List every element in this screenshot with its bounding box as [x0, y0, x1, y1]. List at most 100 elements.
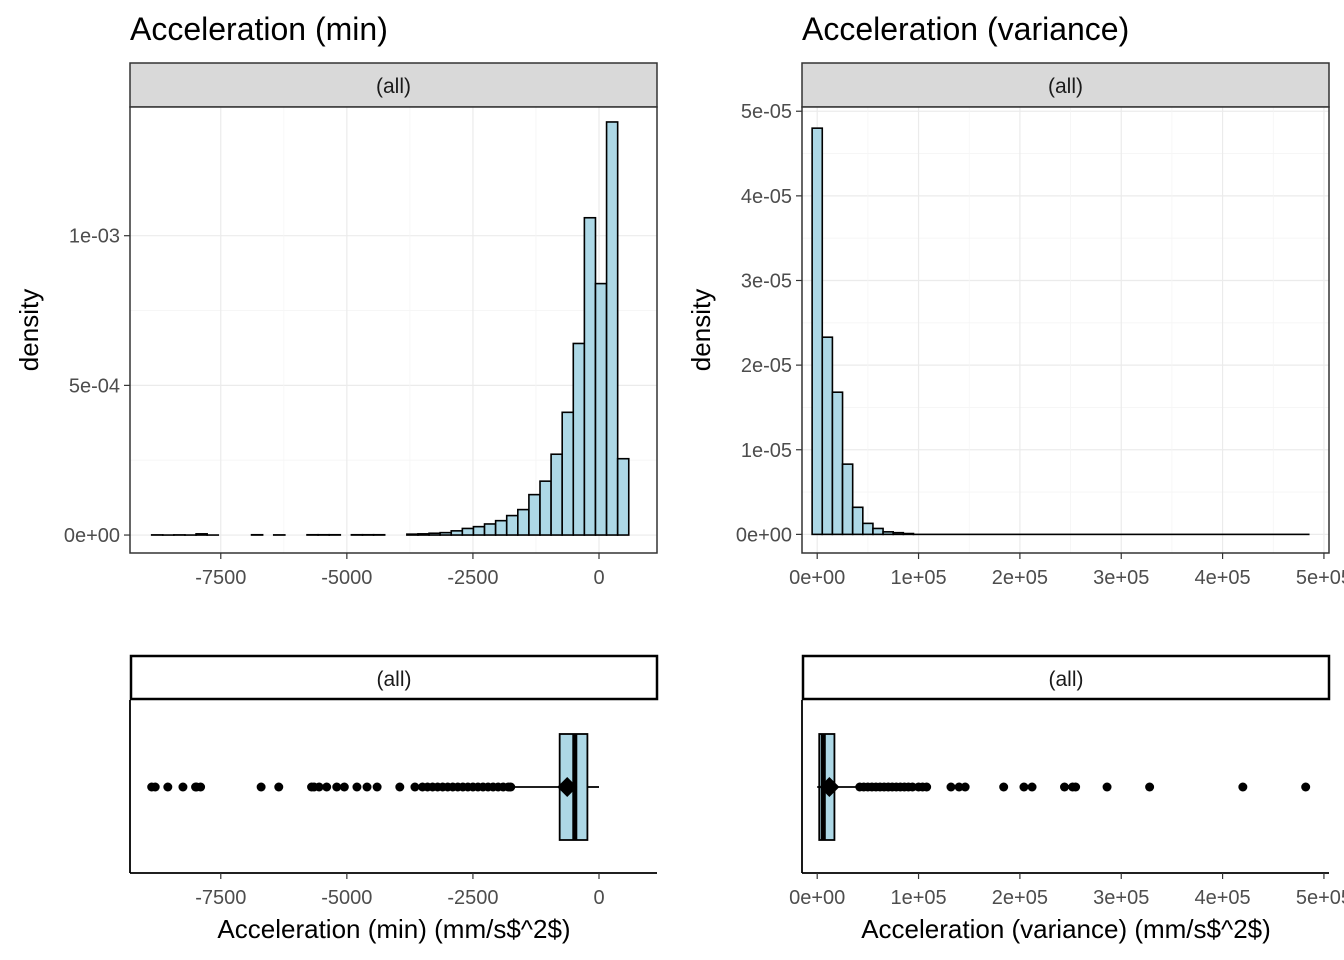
hist-var-title: Acceleration (variance) — [802, 11, 1129, 47]
histogram-bar — [862, 522, 874, 536]
outlier-point — [999, 782, 1009, 792]
mean-marker — [819, 777, 840, 797]
histogram-bar — [517, 508, 530, 536]
outlier-point — [946, 782, 956, 792]
box-var-strip — [801, 654, 1331, 701]
box-var-strip-label: (all) — [1049, 668, 1084, 691]
box-min-strip — [129, 654, 659, 701]
box-var-xlabel: Acceleration (variance) (mm/s$^2$) — [861, 914, 1271, 944]
outlier-point — [314, 782, 324, 792]
outlier-point — [362, 782, 372, 792]
outlier-point — [1145, 782, 1155, 792]
hist-var-ylabel: density — [686, 289, 716, 371]
box-var-plot: 0e+00 1e+05 2e+05 3e+05 4e+05 5e+05 — [789, 700, 1344, 909]
y-tick-label: 5e-05 — [741, 101, 792, 123]
outlier-point — [410, 782, 420, 792]
histogram-bar — [561, 411, 575, 536]
y-tick-label: 3e-05 — [741, 270, 792, 292]
histogram-bar — [605, 121, 619, 536]
outlier-point — [150, 782, 160, 792]
outlier-point — [1019, 782, 1029, 792]
x-tick-label: 1e+05 — [890, 567, 946, 589]
outlier-point — [372, 782, 382, 792]
histogram-bar — [406, 533, 419, 536]
x-tick-label: 2e+05 — [992, 567, 1048, 589]
box-min-strip-label: (all) — [377, 668, 412, 691]
histogram-bar — [472, 525, 486, 536]
x-tick-label: 5e+05 — [1296, 887, 1344, 909]
histogram-bar — [594, 282, 608, 536]
histogram-bar — [821, 336, 834, 536]
histogram-bar — [583, 216, 597, 536]
outlier-point — [196, 782, 206, 792]
y-tick-label: 0e+00 — [736, 524, 792, 546]
x-tick-label: 4e+05 — [1195, 887, 1251, 909]
hist-var-chart: Acceleration (variance) (all) 0e+00 1e-05… — [686, 11, 1344, 589]
x-tick-label: 5e+05 — [1296, 567, 1344, 589]
histogram-bar — [872, 527, 884, 536]
x-tick-label: 4e+05 — [1195, 567, 1251, 589]
x-tick-label: 0 — [593, 887, 604, 909]
histogram-bar — [841, 463, 854, 536]
hist-min-plot: 0e+00 5e-04 1e-03 -7500 -5000 -2500 0 — [64, 106, 658, 589]
x-tick-label: 0e+00 — [789, 887, 845, 909]
histogram-bar — [450, 530, 464, 536]
histogram-bar — [882, 531, 895, 536]
x-tick-label: 0 — [593, 567, 604, 589]
histogram-bar — [483, 523, 497, 536]
outlier-point — [506, 782, 516, 792]
hist-min-strip-label: (all) — [376, 75, 411, 98]
outlier-point — [1301, 782, 1311, 792]
x-tick-label: -2500 — [447, 567, 498, 589]
histogram-bar — [616, 457, 630, 536]
outlier-point — [1102, 782, 1112, 792]
outlier-point — [922, 782, 932, 792]
outlier-point — [352, 782, 362, 792]
x-tick-label: -5000 — [321, 567, 372, 589]
histogram-bar — [539, 480, 552, 536]
hist-min-strip — [129, 62, 658, 108]
outlier-point — [1059, 782, 1069, 792]
hist-min-title: Acceleration (min) — [130, 11, 388, 47]
y-tick-label: 1e-03 — [69, 226, 120, 248]
panel-border — [129, 106, 658, 554]
y-tick-label: 1e-05 — [741, 440, 792, 462]
x-tick-label: -5000 — [321, 887, 372, 909]
histogram-bar — [550, 453, 563, 536]
y-tick-label: 2e-05 — [741, 355, 792, 377]
x-tick-label: 3e+05 — [1093, 567, 1149, 589]
histogram-bar — [417, 533, 430, 536]
histogram-bar — [902, 532, 915, 536]
x-tick-label: 1e+05 — [890, 887, 946, 909]
hist-var-plot: 0e+00 1e-05 2e-05 3e-05 4e-05 5e-05 0e+00 1e+05… — [736, 101, 1344, 589]
histogram-bar — [461, 527, 475, 536]
x-tick-label: 2e+05 — [992, 887, 1048, 909]
outlier-point — [256, 782, 266, 792]
histogram-bar — [494, 519, 508, 536]
box-min-xlabel: Acceleration (min) (mm/s$^2$) — [217, 914, 570, 944]
outlier-point — [332, 782, 342, 792]
histogram-bar — [428, 532, 441, 536]
hist-var-strip — [801, 62, 1330, 108]
histogram-bar — [528, 493, 541, 536]
outlier-point — [1027, 782, 1037, 792]
outlier-point — [960, 782, 970, 792]
box-min-chart: (all) -7500 -5000 -2500 0 Acceleration (min… — [129, 654, 659, 944]
histogram-bar — [892, 531, 905, 536]
outlier-point — [163, 782, 173, 792]
x-tick-label: -2500 — [447, 887, 498, 909]
hist-var-strip-label: (all) — [1048, 75, 1083, 98]
y-tick-label: 4e-05 — [741, 186, 792, 208]
outlier-point — [395, 782, 405, 792]
hist-min-ylabel: density — [14, 289, 44, 371]
x-tick-label: -7500 — [195, 887, 246, 909]
histogram-bar — [439, 531, 453, 536]
panel-border — [801, 106, 1330, 554]
box-var-chart: (all) 0e+00 1e+05 2e+05 3e+05 4e+05 5e+05 Acc… — [789, 654, 1344, 944]
x-tick-label: -7500 — [195, 567, 246, 589]
outlier-point — [274, 782, 284, 792]
histogram-bar — [831, 391, 844, 536]
x-tick-label: 3e+05 — [1093, 887, 1149, 909]
y-tick-label: 0e+00 — [64, 525, 120, 547]
